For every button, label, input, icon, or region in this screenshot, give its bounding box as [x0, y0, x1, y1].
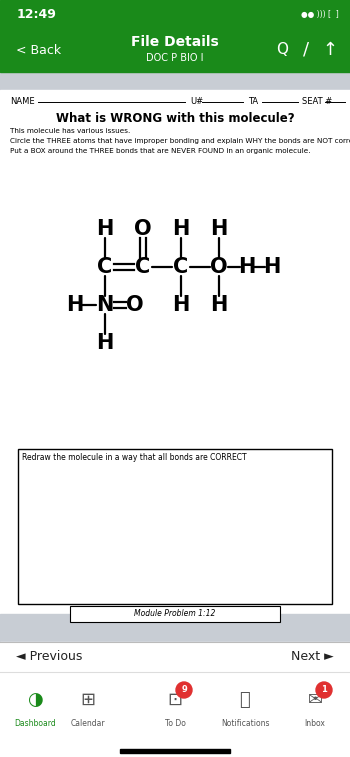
- Bar: [0, 614, 350, 642]
- Text: Calendar: Calendar: [71, 719, 105, 728]
- Text: O: O: [134, 219, 152, 239]
- Text: What is WRONG with this molecule?: What is WRONG with this molecule?: [56, 111, 294, 124]
- Text: N: N: [96, 295, 114, 315]
- Text: H: H: [238, 257, 256, 277]
- Bar: [120, 749, 230, 753]
- Text: ↑: ↑: [322, 41, 337, 59]
- Text: Next ►: Next ►: [291, 650, 334, 663]
- Text: H: H: [210, 295, 228, 315]
- Text: SEAT #: SEAT #: [302, 98, 332, 107]
- Text: NAME: NAME: [10, 98, 35, 107]
- Text: ⊡: ⊡: [167, 691, 183, 709]
- Text: Inbox: Inbox: [304, 719, 326, 728]
- Text: File Details: File Details: [131, 35, 219, 49]
- Text: ◄ Previous: ◄ Previous: [16, 650, 82, 663]
- Circle shape: [316, 682, 332, 698]
- Text: C: C: [135, 257, 150, 277]
- Text: U#: U#: [190, 98, 203, 107]
- Text: 1: 1: [321, 686, 327, 694]
- Text: ●● ))) [  ]: ●● ))) [ ]: [301, 10, 339, 18]
- Bar: [0, 0, 350, 28]
- Text: To Do: To Do: [164, 719, 186, 728]
- Circle shape: [176, 682, 192, 698]
- Text: H: H: [96, 333, 114, 353]
- Text: Q: Q: [276, 42, 288, 58]
- Text: ◑: ◑: [27, 691, 43, 709]
- Text: TA: TA: [248, 98, 258, 107]
- Text: ⊞: ⊞: [80, 691, 96, 709]
- Text: ✉: ✉: [307, 691, 323, 709]
- Bar: [0, 90, 350, 614]
- Text: O: O: [126, 295, 144, 315]
- Text: Notifications: Notifications: [221, 719, 269, 728]
- Text: H: H: [172, 295, 190, 315]
- Text: C: C: [173, 257, 189, 277]
- Text: C: C: [97, 257, 113, 277]
- Text: 9: 9: [181, 686, 187, 694]
- Text: Circle the THREE atoms that have improper bonding and explain WHY the bonds are : Circle the THREE atoms that have imprope…: [10, 138, 350, 144]
- Text: Put a BOX around the THREE bonds that are NEVER FOUND in an organic molecule.: Put a BOX around the THREE bonds that ar…: [10, 148, 310, 154]
- Text: DOC P BIO I: DOC P BIO I: [146, 53, 204, 63]
- Text: H: H: [210, 219, 228, 239]
- Text: 🔔: 🔔: [240, 691, 250, 709]
- Text: Dashboard: Dashboard: [14, 719, 56, 728]
- Text: Redraw the molecule in a way that all bonds are CORRECT: Redraw the molecule in a way that all bo…: [22, 453, 247, 462]
- Bar: [0, 28, 350, 72]
- Bar: [0, 642, 350, 672]
- Text: 12:49: 12:49: [16, 8, 56, 20]
- Bar: [0, 72, 350, 90]
- Text: H: H: [172, 219, 190, 239]
- Bar: [18, 449, 332, 604]
- Text: H: H: [96, 219, 114, 239]
- Bar: [0, 672, 350, 757]
- Text: This molecule has various issues.: This molecule has various issues.: [10, 128, 130, 134]
- Text: O: O: [210, 257, 228, 277]
- Text: H: H: [263, 257, 281, 277]
- Text: H: H: [66, 295, 84, 315]
- Text: < Back: < Back: [16, 43, 61, 57]
- Text: Module Problem 1:12: Module Problem 1:12: [134, 609, 216, 618]
- Text: /: /: [303, 41, 309, 59]
- Bar: [70, 606, 280, 622]
